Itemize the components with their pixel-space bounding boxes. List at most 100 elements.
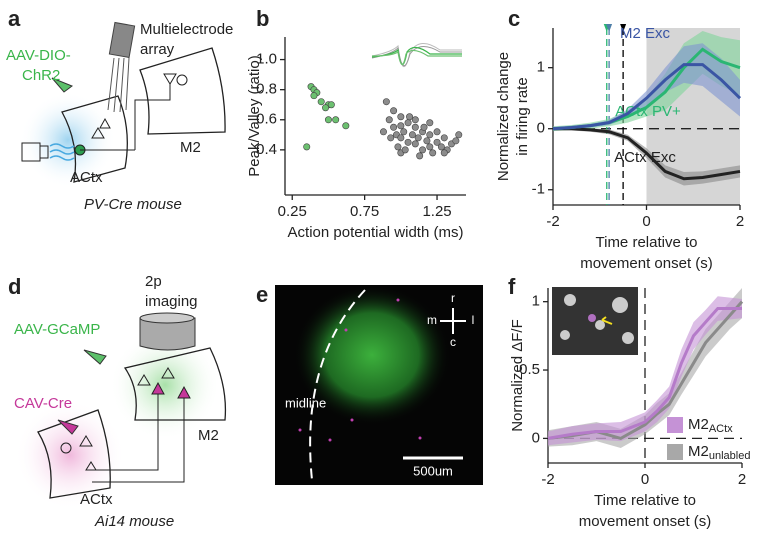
onset-marker-head xyxy=(606,24,613,32)
point xyxy=(411,140,419,148)
point xyxy=(411,116,419,124)
panel-label: b xyxy=(256,6,269,31)
point xyxy=(408,131,416,139)
chart: 0.4 0.6 0.8 1.0 0.25 0.75 1.25 Action potential… xyxy=(246,37,466,241)
x-tick-label: 2 xyxy=(736,213,744,230)
series-label: M2 Exc xyxy=(620,25,671,42)
point xyxy=(455,131,463,139)
x-axis-label: movement onset (s) xyxy=(580,255,713,272)
onset-marker-head xyxy=(620,24,627,32)
point xyxy=(322,104,330,112)
y-tick-label: 1 xyxy=(537,59,545,76)
point xyxy=(390,123,398,131)
point xyxy=(406,113,414,121)
y-tick-label: 0.5 xyxy=(519,361,540,378)
region-label: M2 xyxy=(198,427,219,444)
series-label: ACtx Exc xyxy=(614,149,676,166)
imaging-label: imaging xyxy=(145,293,198,310)
legend-swatch xyxy=(667,444,683,460)
point xyxy=(411,123,419,131)
point xyxy=(404,119,412,127)
virus-label: CAV-Cre xyxy=(14,395,72,412)
y-tick-label: 1.0 xyxy=(256,51,277,68)
point xyxy=(414,134,422,142)
point xyxy=(310,92,318,100)
image-inset xyxy=(552,287,638,355)
x-tick-label: -2 xyxy=(541,471,554,488)
virus-label: ChR2 xyxy=(22,67,60,84)
series-label: ACtx PV+ xyxy=(615,103,681,120)
point xyxy=(332,116,340,124)
line xyxy=(552,63,742,131)
point xyxy=(385,116,393,124)
point xyxy=(419,146,427,154)
mouse-label: PV-Cre mouse xyxy=(84,196,182,213)
point xyxy=(404,138,412,146)
x-axis-label: Time relative to xyxy=(596,234,698,251)
error-band xyxy=(548,296,742,446)
legend-subscript: ACtx xyxy=(709,423,733,435)
point xyxy=(416,152,424,160)
array-label: array xyxy=(140,41,175,58)
x-tick-label: 0.75 xyxy=(350,203,379,220)
point xyxy=(324,116,332,124)
image-e: midline 500um r m l c xyxy=(275,285,483,485)
x-axis-label: Time relative to xyxy=(594,492,696,509)
midline-label: midline xyxy=(285,395,326,410)
compass-label: l xyxy=(472,313,475,327)
chart: -1 0 1 -2 0 2 Time relative to movement onset (… xyxy=(495,24,744,272)
y-tick-label: -1 xyxy=(532,181,545,198)
point xyxy=(400,128,408,136)
region-label: ACtx xyxy=(80,491,113,508)
y-tick-label: 0.6 xyxy=(256,111,277,128)
y-axis-label: Normalized ΔF/F xyxy=(509,319,526,432)
panel-label: f xyxy=(508,274,516,299)
point xyxy=(379,128,387,136)
panel-label: e xyxy=(256,282,268,307)
line xyxy=(553,127,741,181)
point xyxy=(426,131,434,139)
x-tick-label: 2 xyxy=(738,471,746,488)
compass-label: m xyxy=(427,313,437,327)
point xyxy=(440,149,448,157)
point xyxy=(397,122,405,130)
region-label: M2 xyxy=(180,139,201,156)
x-axis-label: movement onset (s) xyxy=(579,513,712,530)
point xyxy=(440,134,448,142)
point xyxy=(397,134,405,142)
mouse-label: Ai14 mouse xyxy=(94,513,174,530)
point xyxy=(387,134,395,142)
x-tick-label: -2 xyxy=(546,213,559,230)
x-axis-label: Action potential width (ms) xyxy=(288,224,464,241)
imaging-label: 2p xyxy=(145,273,162,290)
x-tick-label: 0 xyxy=(642,213,650,230)
point xyxy=(429,149,437,157)
panel-label: c xyxy=(508,6,520,31)
waveform-inset xyxy=(371,43,462,67)
chart: 0 0.5 1 -2 0 2 Time relative to movement onset … xyxy=(509,288,750,530)
point xyxy=(390,107,398,115)
legend-name: M2 xyxy=(688,416,709,433)
legend-swatch xyxy=(667,417,683,433)
diagram-d: 2p imaging AAV-GCaMP CAV-Cre M2 ACtx Ai1… xyxy=(14,273,227,530)
point xyxy=(420,123,428,131)
point xyxy=(452,137,460,145)
y-axis-label: in firing rate xyxy=(514,77,531,155)
y-tick-label: 0 xyxy=(537,120,545,137)
y-tick-label: 1 xyxy=(532,293,540,310)
point xyxy=(382,98,390,106)
legend-label: M2unlabled xyxy=(688,443,750,462)
y-axis-label: Peak/Valley (ratio) xyxy=(246,55,263,176)
x-tick-label: 1.25 xyxy=(422,203,451,220)
compass-label: c xyxy=(450,335,456,349)
y-tick-label: 0 xyxy=(532,429,540,446)
point xyxy=(426,143,434,151)
legend-subscript: unlabled xyxy=(709,450,751,462)
point xyxy=(327,101,335,109)
array-label: Multielectrode xyxy=(140,21,233,38)
point xyxy=(426,119,434,127)
point xyxy=(317,98,325,106)
diagram-a: AAV-DIO- ChR2 Multielectrode array M2 AC… xyxy=(6,21,233,213)
